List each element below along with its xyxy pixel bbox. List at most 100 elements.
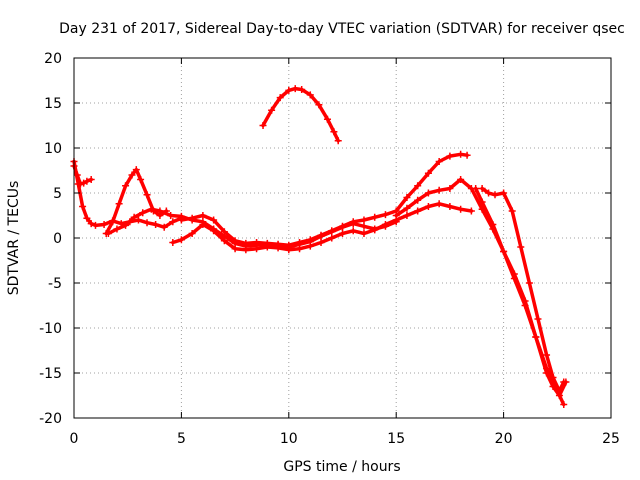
data-point xyxy=(403,204,411,212)
data-point xyxy=(403,194,411,201)
data-point xyxy=(478,198,486,206)
data-point xyxy=(500,248,508,255)
data-point xyxy=(113,225,121,233)
data-point xyxy=(414,182,422,190)
data-point xyxy=(199,212,207,219)
data-point xyxy=(424,189,432,197)
data-point xyxy=(360,230,368,237)
data-point xyxy=(435,158,443,165)
data-point xyxy=(521,302,529,309)
data-point xyxy=(330,128,338,136)
data-point xyxy=(315,101,323,109)
x-tick-label: 20 xyxy=(495,431,513,447)
data-point xyxy=(169,239,177,246)
y-axis: -20 -15 -10 -5 0 5 10 15 20 xyxy=(39,51,611,427)
x-tick-label: 0 xyxy=(70,431,79,447)
data-point xyxy=(242,246,250,254)
data-point xyxy=(525,279,533,287)
data-point xyxy=(555,387,563,395)
data-point xyxy=(457,150,465,158)
data-point xyxy=(276,94,284,102)
data-point xyxy=(560,378,568,386)
series-layer xyxy=(70,85,570,408)
data-point xyxy=(130,213,138,221)
data-point xyxy=(296,245,304,253)
y-tick-label: -5 xyxy=(48,276,62,292)
data-point xyxy=(334,137,342,145)
y-tick-label: 0 xyxy=(53,231,62,247)
data-point xyxy=(231,237,239,245)
data-point xyxy=(371,213,379,221)
data-point xyxy=(360,216,368,224)
data-point xyxy=(122,182,130,190)
series-track-6 xyxy=(177,150,471,249)
data-point xyxy=(467,207,475,215)
data-point xyxy=(274,240,282,248)
data-point xyxy=(100,221,108,228)
data-point xyxy=(83,214,91,222)
data-point xyxy=(291,85,299,93)
data-point xyxy=(79,203,87,210)
data-point xyxy=(253,245,261,253)
data-point xyxy=(371,226,379,234)
data-point xyxy=(285,86,293,94)
data-point xyxy=(534,315,542,323)
data-point xyxy=(242,239,250,247)
series-line xyxy=(394,177,568,398)
y-tick-label: -10 xyxy=(39,321,62,337)
data-point xyxy=(73,171,81,179)
series-line xyxy=(179,152,469,247)
x-axis: 0 5 10 15 20 25 xyxy=(70,58,620,447)
y-tick-label: 20 xyxy=(44,51,62,67)
data-point xyxy=(147,205,155,213)
data-point xyxy=(298,86,306,93)
data-point xyxy=(122,221,130,229)
data-point xyxy=(457,176,465,183)
data-point xyxy=(323,115,331,123)
data-point xyxy=(268,106,276,114)
data-point xyxy=(328,227,336,235)
data-point xyxy=(500,189,508,197)
data-point xyxy=(109,218,117,226)
data-point xyxy=(489,221,497,228)
data-point xyxy=(220,228,228,236)
data-point xyxy=(143,219,151,227)
data-point xyxy=(231,245,239,253)
data-point xyxy=(177,236,185,244)
data-point xyxy=(403,212,411,219)
data-point xyxy=(381,211,389,219)
data-point xyxy=(137,176,145,183)
data-point xyxy=(199,221,207,228)
data-point xyxy=(472,185,480,192)
data-point xyxy=(485,189,493,197)
grid xyxy=(74,58,611,418)
data-point xyxy=(91,221,99,229)
data-point xyxy=(381,221,389,228)
data-point xyxy=(87,220,95,228)
data-point xyxy=(306,242,314,250)
data-point xyxy=(435,186,443,194)
data-point xyxy=(317,239,325,246)
data-point xyxy=(259,122,267,129)
data-point xyxy=(392,212,400,219)
data-point xyxy=(508,207,516,215)
x-tick-label: 25 xyxy=(602,431,620,447)
series-track-9 xyxy=(478,185,568,395)
data-point xyxy=(188,230,196,237)
data-point xyxy=(156,207,164,215)
data-point xyxy=(167,212,175,219)
data-point xyxy=(517,243,525,251)
data-point xyxy=(349,227,357,235)
data-point xyxy=(306,91,314,99)
data-point xyxy=(414,196,422,204)
data-point xyxy=(414,207,422,215)
y-tick-label: 10 xyxy=(44,141,62,157)
y-tick-label: -15 xyxy=(39,366,62,382)
data-point xyxy=(76,180,84,188)
data-point xyxy=(143,191,151,199)
y-tick-label: 5 xyxy=(53,186,62,202)
data-point xyxy=(435,200,443,208)
data-point xyxy=(296,239,304,246)
data-point xyxy=(177,216,185,224)
